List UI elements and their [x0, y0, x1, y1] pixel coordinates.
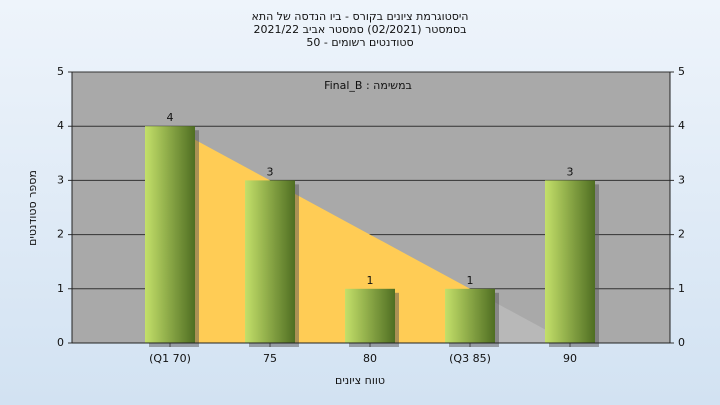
chart-title: היסטוגרמת ציונים בקורס - ביו הנדסה של הת…: [251, 10, 468, 23]
y-tick-label: 4: [57, 119, 64, 132]
bar: [245, 180, 295, 343]
y-tick-label: 0: [57, 336, 64, 349]
y2-tick-label: 1: [678, 282, 685, 295]
x-axis-label: טווח ציונים: [335, 374, 385, 387]
y-tick-label: 1: [57, 282, 64, 295]
y2-tick-label: 0: [678, 336, 685, 349]
x-tick-label: (Q3 85): [449, 352, 491, 365]
annotation: Final_B : במשימה: [324, 79, 412, 92]
y-tick-label: 5: [57, 65, 64, 78]
y-tick-label: 3: [57, 173, 64, 186]
y2-tick-label: 5: [678, 65, 685, 78]
y2-tick-label: 4: [678, 119, 685, 132]
value-label: 4: [167, 111, 174, 124]
value-label: 1: [467, 274, 474, 287]
value-label: 3: [267, 165, 274, 178]
y-axis-label: מספר סטודנטים: [26, 170, 39, 246]
bar: [445, 288, 495, 343]
x-tick-label: (Q1 70): [149, 352, 191, 365]
bar: [545, 180, 595, 343]
chart-subtitle: סטודנטים רשומים - 50: [306, 36, 413, 49]
x-tick-label: 90: [563, 352, 577, 365]
value-label: 3: [567, 165, 574, 178]
bar: [145, 126, 195, 343]
bar: [345, 288, 395, 343]
value-label: 1: [367, 274, 374, 287]
y-tick-label: 2: [57, 228, 64, 241]
x-tick-label: 75: [263, 352, 277, 365]
chart-subtitle: בסמסטר (02/2021) סמסטר אביב 2021/22: [253, 23, 466, 36]
y2-tick-label: 2: [678, 228, 685, 241]
y2-tick-label: 3: [678, 173, 685, 186]
x-tick-label: 80: [363, 352, 377, 365]
